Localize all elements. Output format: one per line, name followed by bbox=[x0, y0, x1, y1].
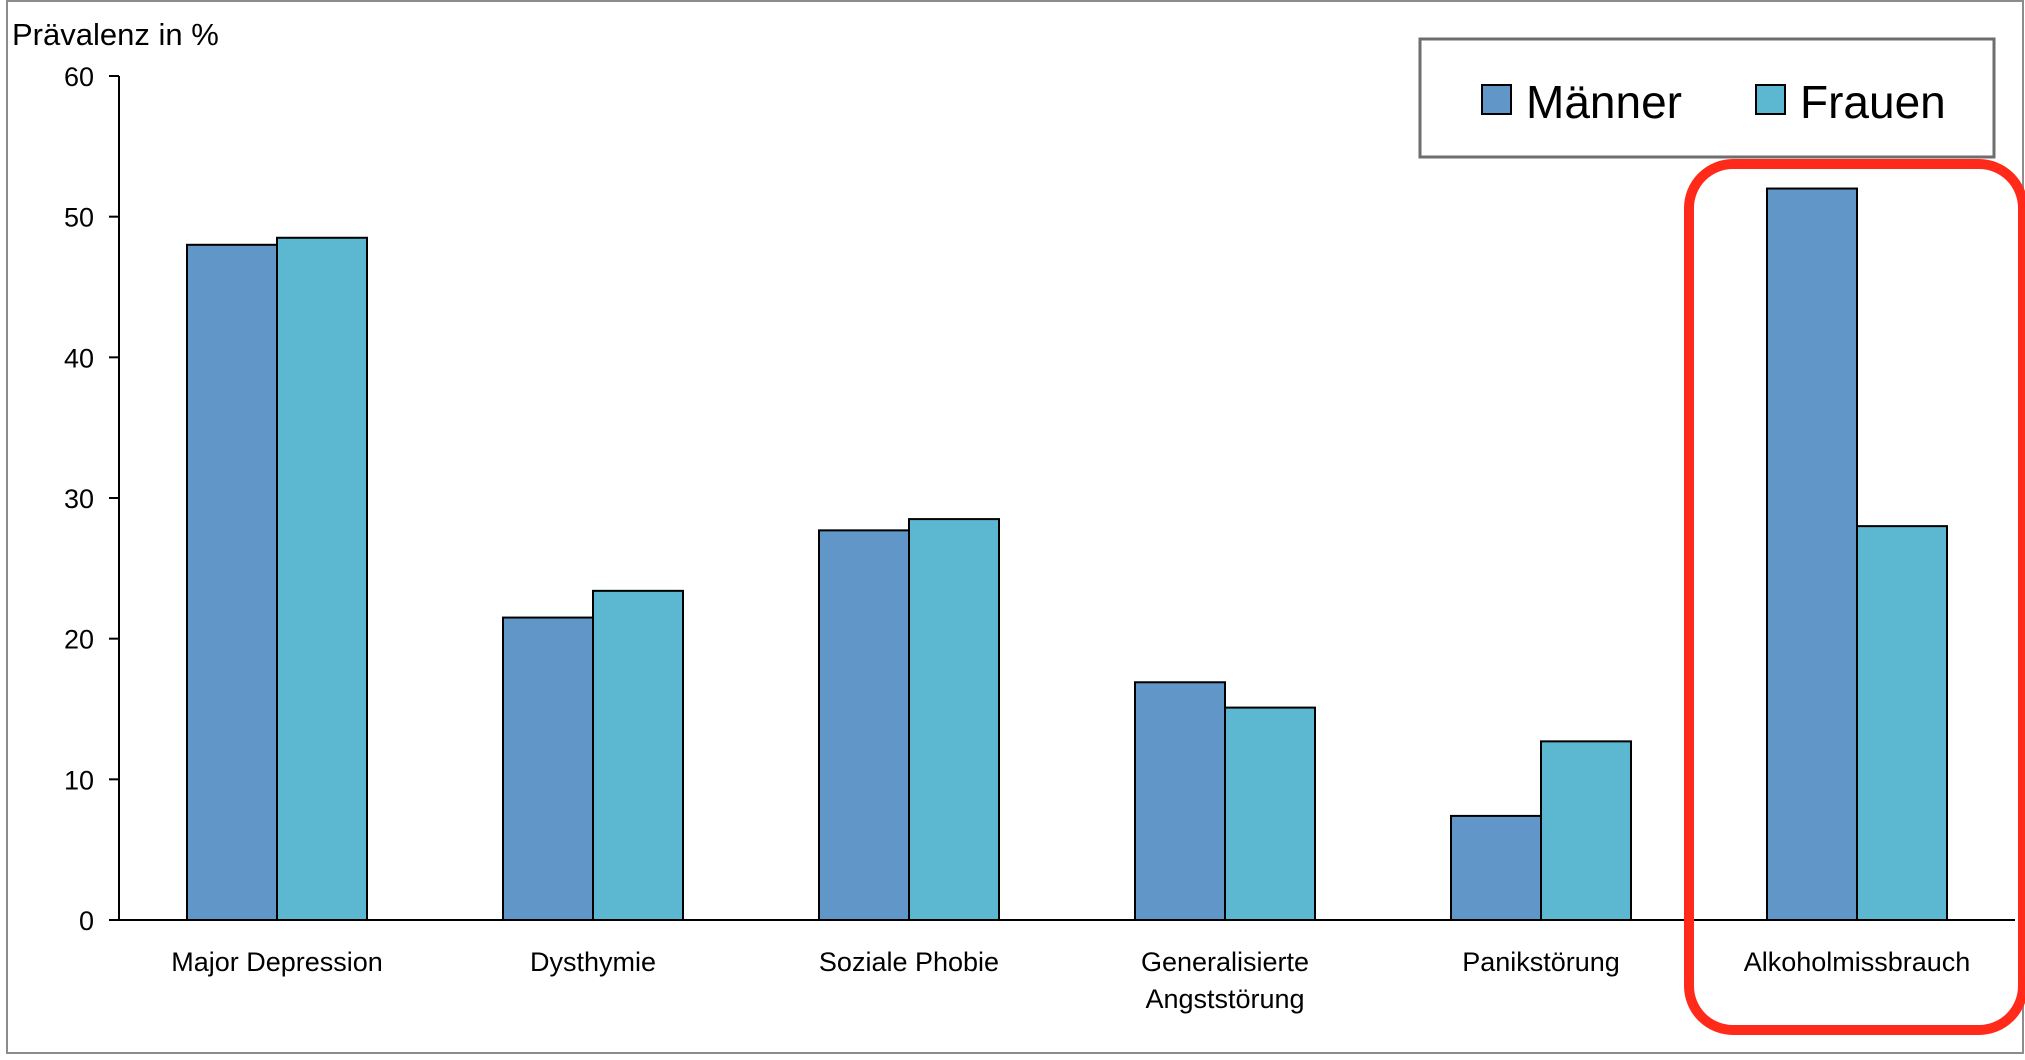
y-axis-label: Prävalenz in % bbox=[12, 17, 219, 52]
y-tick-label: 30 bbox=[64, 484, 94, 514]
bar-frauen bbox=[1856, 525, 1948, 922]
y-axis: 0 10 20 30 40 50 60 bbox=[64, 62, 2015, 936]
legend-label: Männer bbox=[1526, 76, 1682, 128]
y-tick-label: 10 bbox=[64, 765, 94, 795]
y-tick-label: 40 bbox=[64, 343, 94, 373]
legend-swatch bbox=[1481, 84, 1512, 115]
x-tick-label: Generalisierte bbox=[1141, 947, 1309, 977]
bar-frauen bbox=[1224, 706, 1316, 921]
bar-frauen bbox=[908, 518, 1000, 921]
bar-maenner bbox=[1450, 814, 1542, 922]
bar-maenner bbox=[186, 243, 278, 922]
x-axis-labels: Major Depression Dysthymie Soziale Phobie G… bbox=[171, 947, 1970, 1014]
y-tick-label: 20 bbox=[64, 625, 94, 655]
bar-frauen bbox=[1540, 740, 1632, 921]
x-tick-label: Panikstörung bbox=[1462, 947, 1620, 977]
highlight-rect bbox=[1684, 159, 2025, 1035]
x-tick-label: Soziale Phobie bbox=[819, 947, 999, 977]
legend-box bbox=[1418, 37, 1996, 159]
bar-frauen bbox=[592, 589, 684, 922]
bar-frauen bbox=[276, 236, 368, 921]
x-tick-label: Dysthymie bbox=[530, 947, 656, 977]
highlight-box bbox=[1684, 159, 2025, 1035]
bar-maenner bbox=[1766, 187, 1858, 922]
bar-maenner bbox=[502, 616, 594, 921]
x-tick-label: Major Depression bbox=[171, 947, 383, 977]
y-tick-label: 0 bbox=[79, 906, 94, 936]
y-tick-label: 50 bbox=[64, 203, 94, 233]
bar-maenner bbox=[818, 529, 910, 921]
legend-swatch bbox=[1755, 84, 1786, 115]
x-tick-label: Alkoholmissbrauch bbox=[1744, 947, 1971, 977]
legend-label: Frauen bbox=[1800, 76, 1946, 128]
bar-maenner bbox=[1134, 681, 1226, 921]
y-tick-label: 60 bbox=[64, 62, 94, 92]
legend: Männer Frauen bbox=[1418, 37, 1996, 159]
bars bbox=[186, 187, 1948, 922]
x-tick-label: Angststörung bbox=[1145, 984, 1304, 1014]
